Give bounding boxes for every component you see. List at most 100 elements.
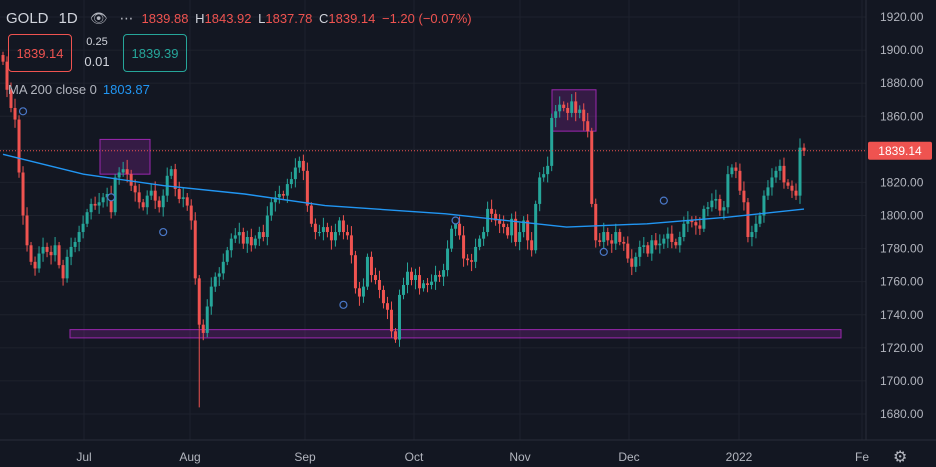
candle-body [546, 165, 550, 175]
candle-body [289, 179, 293, 185]
candle-body [642, 245, 646, 247]
candle-body [750, 232, 754, 238]
candle-body [742, 190, 746, 203]
candle-body [782, 165, 786, 183]
candle-body [137, 192, 141, 203]
candle-body [125, 169, 129, 175]
candle-body [5, 61, 9, 90]
candle-body [598, 240, 602, 242]
candle-body [341, 220, 345, 233]
candle-body [321, 227, 325, 233]
y-tick-label: 1920.00 [880, 10, 924, 24]
ma-legend[interactable]: MA 200 close 0 1803.87 [8, 82, 150, 97]
candle-body [698, 225, 702, 229]
candle-body [69, 246, 73, 257]
candle-body [622, 241, 626, 244]
candle-body [534, 203, 538, 251]
candle-body [666, 233, 670, 239]
candle-body [193, 220, 197, 279]
candle-body [93, 203, 97, 206]
event-marker [339, 300, 348, 309]
candle-body [217, 273, 221, 277]
candle-body [538, 177, 542, 204]
candle-body [21, 172, 25, 216]
candle-body [454, 223, 458, 229]
candle-body [686, 220, 690, 224]
candle-body [726, 174, 730, 208]
ma-value: 1803.87 [102, 82, 150, 97]
x-tick-label: Oct [405, 450, 424, 464]
y-tick-label: 1900.00 [880, 43, 924, 57]
y-axis[interactable]: 1920.001900.001880.001860.001840.001820.… [0, 0, 936, 441]
eye-icon[interactable]: 👁 [89, 9, 108, 26]
candle-body [273, 197, 277, 203]
candle-body [253, 238, 257, 246]
more-icon[interactable]: ⋯ [119, 9, 134, 26]
candle-body [590, 131, 594, 204]
event-marker [159, 227, 168, 237]
candle-body [45, 246, 49, 252]
buy-button[interactable]: 1839.39 [123, 34, 187, 72]
candle-body [706, 207, 710, 209]
x-tick-label: Aug [179, 450, 200, 464]
candle-body [397, 294, 401, 340]
candle-body [389, 309, 393, 332]
spread-display: 0.25 0.01 [76, 32, 118, 72]
candle-body [241, 232, 245, 244]
sell-button[interactable]: 1839.14 [8, 34, 72, 72]
candle-body [442, 270, 446, 277]
candle-body [798, 147, 802, 196]
candle-body [221, 261, 225, 274]
candle-body [650, 240, 654, 254]
candle-body [602, 232, 606, 242]
candle-body [301, 160, 305, 171]
event-markers [18, 107, 668, 309]
candle-body [169, 169, 173, 176]
x-axis[interactable]: Jul Aug Sep Oct Nov Dec 2022 Fe [76, 450, 869, 464]
timeframe[interactable]: 1D [58, 9, 78, 27]
candle-body [678, 237, 682, 246]
zone-resistance-1 [99, 138, 151, 175]
candle-body [85, 212, 89, 224]
candles [1, 51, 806, 408]
spread-top: 0.25 [86, 36, 108, 48]
candle-body [462, 235, 466, 259]
event-marker [659, 196, 668, 205]
x-tick-label: Fe [855, 450, 869, 464]
candle-body [61, 265, 65, 279]
candle-body [101, 197, 105, 203]
low-value: 1837.78 [265, 10, 313, 26]
candle-body [129, 174, 133, 186]
candle-body [337, 220, 341, 233]
candle-body [329, 232, 333, 241]
candle-body [133, 185, 137, 193]
settings-gear-icon[interactable]: ⚙ [893, 449, 908, 466]
candle-body [430, 281, 434, 285]
x-tick-label: Nov [509, 450, 530, 464]
candle-body [349, 235, 353, 256]
candle-body [17, 119, 21, 173]
candle-body [498, 220, 502, 224]
candle-body [714, 198, 718, 201]
candle-body [550, 117, 554, 166]
candle-body [77, 232, 81, 242]
y-tick-label: 1880.00 [880, 76, 924, 90]
candle-body [606, 232, 610, 241]
candle-body [570, 101, 574, 113]
ma-200-line [0, 150, 866, 228]
symbol-name[interactable]: GOLD [6, 9, 49, 27]
candle-body [586, 121, 590, 132]
candle-body [514, 218, 518, 242]
candle-body [257, 232, 261, 239]
x-tick-label: Dec [618, 450, 639, 464]
candle-body [502, 223, 506, 228]
low-label: L [258, 10, 266, 26]
event-marker [599, 247, 608, 256]
candle-body [385, 303, 389, 310]
candle-body [630, 258, 634, 267]
candle-body [149, 190, 153, 196]
candle-body [361, 286, 365, 297]
candle-body [426, 283, 430, 285]
ma-200-path [2, 153, 805, 228]
